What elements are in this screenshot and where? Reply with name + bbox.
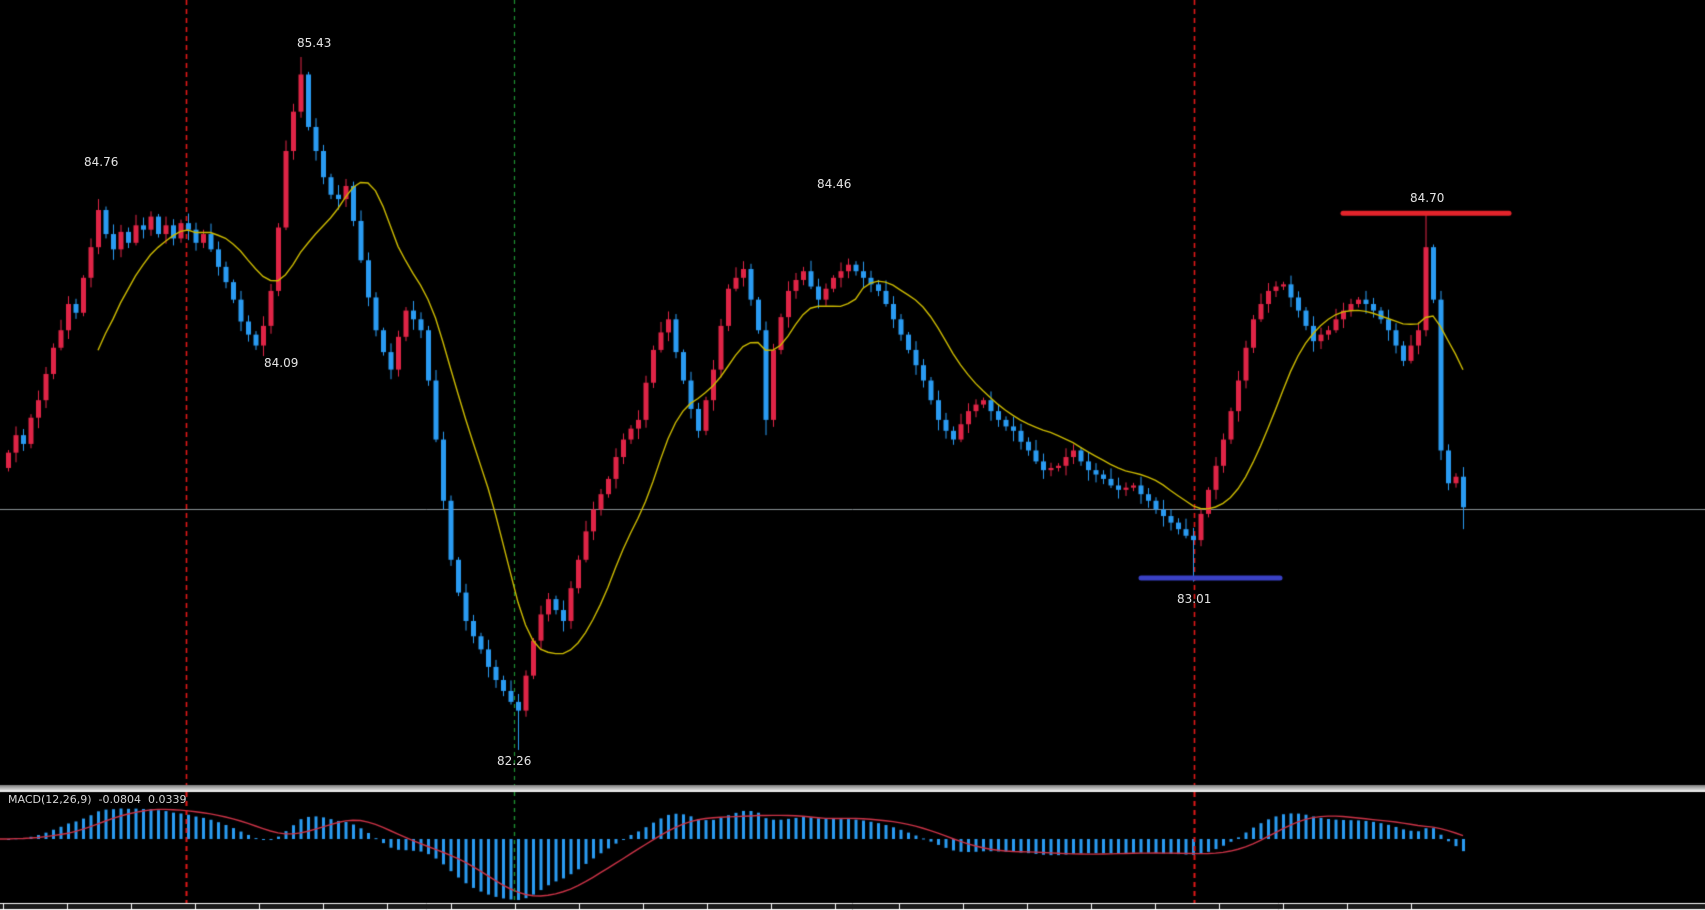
main-price-pane[interactable] — [0, 0, 1705, 785]
resistance-label-84-70: 84.70 — [1410, 191, 1445, 205]
swing-label-84-09: 84.09 — [264, 356, 299, 370]
pane-divider[interactable] — [0, 785, 1705, 792]
swing-label-82-26: 82.26 — [497, 754, 532, 768]
macd-signal-value: 0.0339 — [148, 793, 187, 806]
timeline-strip — [0, 903, 1705, 910]
support-label-83-01: 83.01 — [1177, 592, 1212, 606]
macd-pane[interactable] — [0, 792, 1705, 903]
swing-label-85-43: 85.43 — [297, 36, 332, 50]
macd-indicator-caption: MACD(12,26,9) -0.0804 0.0339 — [8, 793, 187, 806]
swing-label-84-76: 84.76 — [84, 155, 119, 169]
macd-main-value: -0.0804 — [98, 793, 142, 806]
swing-label-84-46: 84.46 — [817, 177, 852, 191]
macd-name: MACD(12,26,9) — [8, 793, 92, 806]
